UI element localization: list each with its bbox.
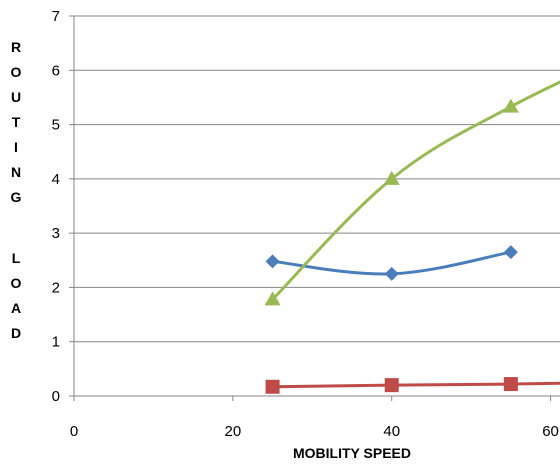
axes: [69, 15, 560, 401]
diamond-point: [265, 254, 280, 269]
x-tick-label: 0: [70, 423, 78, 440]
y-tick-labels: 0 1 2 3 4 5 6 7: [52, 8, 60, 405]
y-tick-label: 4: [52, 171, 60, 188]
series-group: [264, 80, 560, 394]
y-tick-label: 5: [52, 117, 60, 134]
y-axis-label-char: U: [11, 89, 21, 105]
y-axis-label-char: O: [11, 275, 22, 291]
x-tick-label: 20: [225, 423, 242, 440]
triangle-point: [383, 170, 400, 185]
diamond-point: [503, 245, 518, 260]
y-axis-label-char: O: [11, 64, 22, 80]
y-axis-label-char: A: [11, 300, 21, 316]
series-square: [265, 377, 560, 394]
series-line: [272, 381, 560, 389]
y-tick-label: 3: [52, 225, 60, 242]
y-tick-label: 7: [52, 8, 60, 25]
series-diamond: [265, 245, 518, 281]
y-axis-label-char: R: [11, 39, 21, 55]
y-tick-label: 0: [52, 388, 60, 405]
x-axis-label: MOBILITY SPEED: [293, 445, 411, 461]
x-tick-label: 40: [383, 423, 400, 440]
series-line: [271, 80, 560, 301]
y-axis-label-char: T: [12, 114, 21, 130]
y-tick-label: 6: [52, 62, 60, 79]
y-axis-label-char: N: [11, 164, 21, 180]
triangle-point: [502, 98, 519, 113]
y-tick-label: 1: [52, 334, 60, 351]
square-point: [384, 378, 399, 393]
grid-lines: [74, 15, 560, 343]
square-point: [265, 379, 280, 394]
diamond-point: [384, 266, 399, 281]
triangle-point: [264, 291, 281, 306]
x-tick-label: 60: [542, 423, 559, 440]
y-axis-label-char: D: [11, 325, 21, 341]
y-axis-label-char: I: [14, 139, 18, 155]
y-tick-label: 2: [52, 279, 60, 296]
y-axis-label-char: L: [12, 250, 21, 266]
square-point: [503, 377, 518, 392]
series-triangle: [264, 80, 560, 306]
y-axis-label-char: G: [11, 189, 22, 205]
x-tick-labels: 0 20 40 60: [70, 423, 559, 440]
